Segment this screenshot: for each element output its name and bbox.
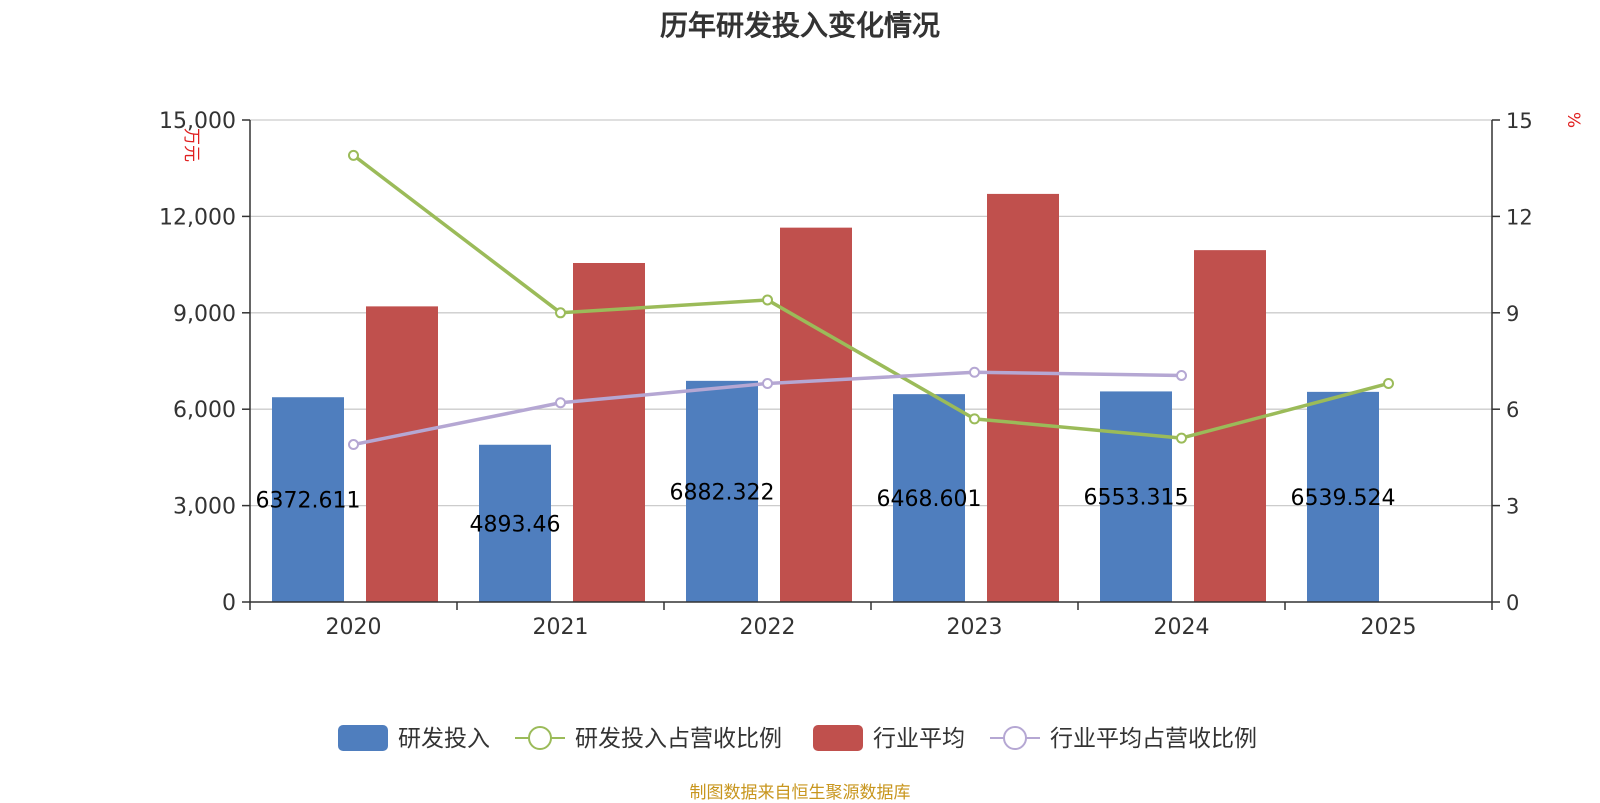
right-axis-tick-label: 6 xyxy=(1506,398,1519,422)
legend-item-2-swatch-marker xyxy=(528,726,552,750)
legend-item-1-swatch xyxy=(338,725,388,751)
left-axis-tick-label: 6,000 xyxy=(173,398,236,423)
rd-ratio-point xyxy=(1383,377,1394,389)
right-axis-tick-label: 12 xyxy=(1506,205,1533,229)
x-axis-tick-label: 2021 xyxy=(533,615,589,640)
right-axis-tick-label: 0 xyxy=(1506,591,1519,615)
industry-ratio-point xyxy=(555,397,566,409)
data-label-rd-2024: 6553.315 xyxy=(1084,486,1189,511)
rd-ratio-point xyxy=(969,413,980,425)
legend-item-4-label: 行业平均占营收比例 xyxy=(1050,726,1257,752)
bar-series xyxy=(272,193,1379,602)
rd-ratio-point xyxy=(348,149,359,161)
bar-industry-avg-2021 xyxy=(573,262,645,602)
rd-ratio-point xyxy=(762,294,773,306)
chart-title: 历年研发投入变化情况 xyxy=(659,9,940,42)
left-axis-unit: 万元 xyxy=(181,128,201,162)
data-label-rd-2022: 6882.322 xyxy=(670,480,775,505)
bar-rd-2020 xyxy=(272,397,344,602)
industry-ratio-point xyxy=(348,439,359,451)
right-axis-tick-label: 9 xyxy=(1506,302,1519,326)
left-axis-tick-label: 12,000 xyxy=(159,205,236,230)
data-label-rd-2020: 6372.611 xyxy=(256,489,361,514)
left-axis-tick-label: 9,000 xyxy=(173,302,236,327)
bar-rd-2023 xyxy=(893,394,965,602)
source-note: 制图数据来自恒生聚源数据库 xyxy=(689,783,911,803)
data-label-rd-2021: 4893.46 xyxy=(470,512,561,537)
bar-rd-2021 xyxy=(479,444,551,602)
rd-ratio-line xyxy=(352,153,1389,440)
x-axis-tick-label: 2023 xyxy=(947,615,1003,640)
rd-ratio-point xyxy=(1176,432,1187,444)
legend-item-1-label: 研发投入 xyxy=(398,726,490,752)
bar-industry-avg-2020 xyxy=(366,306,438,602)
industry-ratio-point xyxy=(969,366,980,378)
rd-ratio-point xyxy=(555,307,566,319)
bar-rd-2024 xyxy=(1100,391,1172,602)
x-axis-tick-label: 2020 xyxy=(326,615,382,640)
bar-rd-2022 xyxy=(686,380,758,602)
gridlines xyxy=(250,119,1492,507)
bar-industry-avg-2023 xyxy=(987,193,1059,602)
left-axis-tick-label: 15,000 xyxy=(159,109,236,134)
bar-industry-avg-2022 xyxy=(780,227,852,602)
right-axis-unit: % xyxy=(1563,112,1583,128)
line-series xyxy=(348,149,1394,451)
legend-item-3-label: 行业平均 xyxy=(873,726,965,752)
right-axis-tick-label: 3 xyxy=(1506,495,1519,519)
legend-item-3-swatch xyxy=(813,725,863,751)
left-axis-tick-label: 3,000 xyxy=(173,495,236,520)
bar-rd-2025 xyxy=(1307,391,1379,602)
legend-item-2-label: 研发投入占营收比例 xyxy=(575,726,782,752)
axes: 0 3,000 6,000 9,000 12,000 15,000 0 3 6 9 12 15 2020… xyxy=(159,109,1533,640)
x-axis-tick-label: 2022 xyxy=(740,615,796,640)
legend: 研发投入 研发投入占营收比例 行业平均 行业平均占营收比例 xyxy=(338,725,1257,752)
industry-ratio-point xyxy=(762,377,773,389)
data-label-rd-2023: 6468.601 xyxy=(877,487,982,512)
left-axis-tick-label: 0 xyxy=(222,591,236,616)
x-axis-tick-label: 2024 xyxy=(1154,615,1210,640)
data-label-rd-2025: 6539.524 xyxy=(1291,486,1396,511)
right-axis-tick-label: 15 xyxy=(1506,109,1533,133)
x-axis-tick-label: 2025 xyxy=(1361,615,1417,640)
legend-item-4-swatch-marker xyxy=(1003,726,1027,750)
industry-ratio-point xyxy=(1176,369,1187,381)
data-labels: 6372.611 4893.46 6882.322 6468.601 6553.315 6… xyxy=(256,480,1396,537)
